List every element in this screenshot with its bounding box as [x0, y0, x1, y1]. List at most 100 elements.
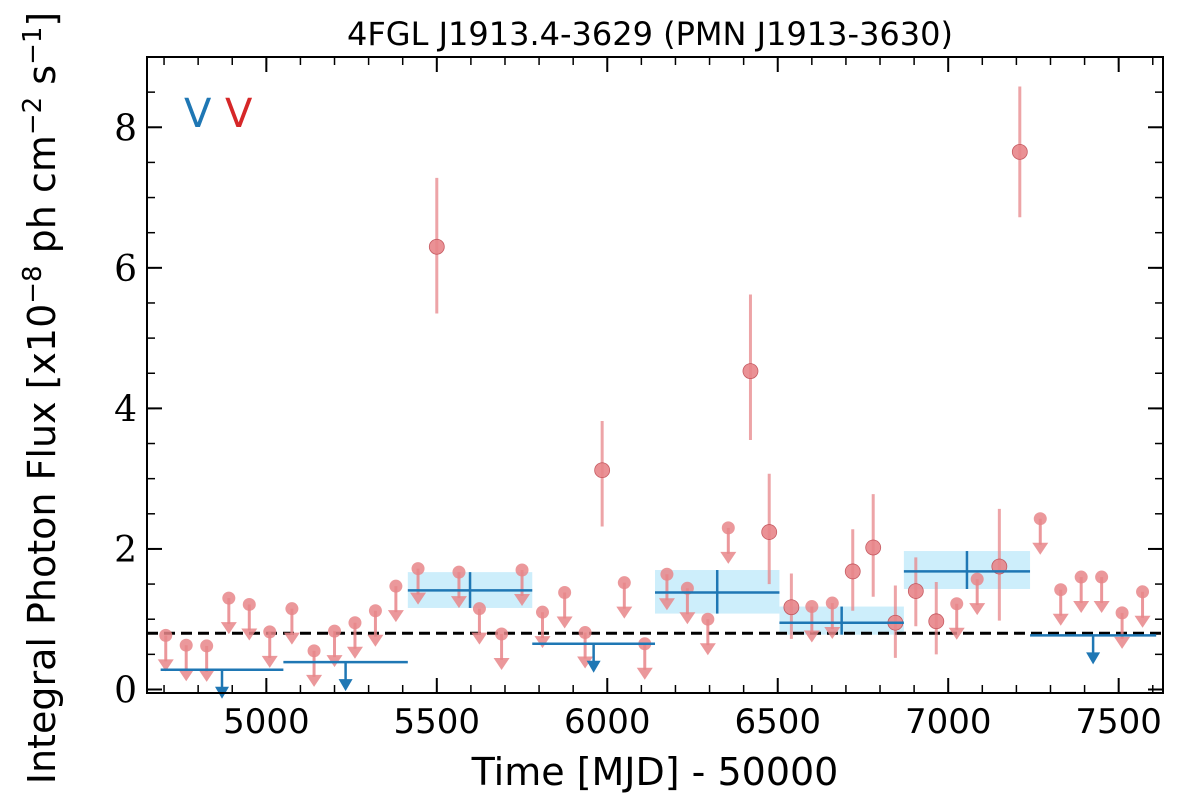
upper-limit-arrow: [493, 657, 510, 670]
data-point: [742, 363, 759, 380]
x-tick-label: 6500: [734, 702, 821, 742]
upper-limit-arrow: [803, 630, 820, 643]
y-axis-label-exp2: −2: [18, 97, 48, 135]
binned-upper-limit-arrow: [1086, 652, 1101, 665]
upper-limit-arrow: [471, 632, 488, 645]
upper-limit-point: [242, 597, 256, 611]
upper-limit-point: [950, 597, 964, 611]
upper-limit-arrow: [948, 627, 965, 640]
upper-limit-point: [159, 628, 173, 642]
legend-letter-blue: V: [184, 91, 212, 137]
upper-limit-point: [472, 602, 486, 616]
upper-limit-point: [1095, 570, 1109, 584]
upper-limit-arrow: [658, 598, 675, 611]
upper-limit-point: [263, 625, 277, 639]
upper-limit-arrow: [679, 612, 696, 625]
upper-limit-arrow: [556, 616, 573, 629]
y-axis-label-end: ]: [20, 12, 64, 27]
marks-layer: [157, 86, 1157, 699]
upper-limit-point: [578, 626, 592, 640]
upper-limit-point: [617, 576, 631, 590]
upper-limit-arrow: [577, 656, 594, 669]
upper-limit-point: [328, 624, 342, 638]
x-tick-label: 7500: [1075, 702, 1162, 742]
data-point: [428, 238, 445, 255]
upper-limit-point: [368, 604, 382, 618]
upper-limit-arrow: [699, 643, 716, 656]
upper-limit-arrow: [261, 655, 278, 668]
upper-limit-arrow: [410, 592, 427, 605]
upper-limit-arrow: [198, 669, 215, 682]
ticks-layer: 5000 5500 6000 6500 7000 7500 0 2 4 6 8: [114, 56, 1163, 742]
y-axis-label: Integral Photon Flux [x10−8 ph cm−2 s−1]: [18, 12, 64, 785]
axes-frame: [146, 56, 1164, 694]
x-tick-label: 7000: [905, 702, 992, 742]
upper-limit-arrow: [220, 622, 237, 635]
upper-limit-arrow: [1093, 601, 1110, 614]
upper-limit-point: [222, 591, 236, 605]
upper-limit-point: [200, 639, 214, 653]
upper-limit-arrow: [178, 669, 195, 682]
upper-limit-arrow: [514, 594, 531, 607]
upper-limit-arrow: [534, 636, 551, 649]
upper-limit-point: [721, 521, 735, 535]
upper-limit-point: [285, 602, 299, 616]
upper-limit-arrow: [720, 551, 737, 564]
x-tick-label: 5500: [394, 702, 481, 742]
upper-limit-arrow: [1134, 615, 1151, 628]
upper-limit-point: [660, 567, 674, 581]
data-point: [783, 599, 800, 616]
upper-limit-point: [970, 572, 984, 586]
data-point: [928, 613, 945, 630]
upper-limit-point: [179, 638, 193, 652]
legend-letter-red: V: [225, 91, 253, 137]
data-point: [865, 539, 882, 556]
y-tick-label: 6: [114, 249, 137, 290]
upper-limit-arrow: [1052, 613, 1069, 626]
upper-limit-arrow: [636, 667, 653, 680]
data-point: [761, 524, 778, 540]
x-tick-label: 5000: [223, 702, 310, 742]
upper-limit-point: [1115, 606, 1129, 620]
upper-limit-point: [452, 565, 466, 579]
upper-limit-arrow: [367, 634, 384, 647]
upper-limit-point: [825, 596, 839, 610]
upper-limit-point: [1054, 583, 1068, 597]
plot-frame: [146, 56, 1164, 694]
upper-limit-arrow: [450, 596, 467, 609]
chart-title: 4FGL J1913.4-3629 (PMN J1913-3630): [347, 15, 953, 53]
upper-limit-point: [558, 586, 572, 600]
upper-limit-point: [411, 562, 425, 576]
upper-limit-point: [535, 605, 549, 619]
upper-limit-arrow: [1114, 636, 1131, 649]
upper-limit-arrow: [346, 646, 363, 659]
upper-limit-arrow: [387, 610, 404, 623]
upper-limit-arrow: [283, 632, 300, 645]
data-point: [1011, 143, 1028, 160]
upper-limit-point: [1033, 512, 1047, 526]
upper-limit-point: [389, 579, 403, 593]
upper-limit-point: [1136, 585, 1150, 599]
y-tick-label: 8: [114, 108, 137, 149]
upper-limit-arrow: [241, 628, 258, 641]
upper-limit-point: [307, 644, 321, 658]
x-axis-label: Time [MJD] - 50000: [471, 750, 839, 794]
data-point: [844, 563, 861, 580]
upper-limit-point: [701, 612, 715, 626]
upper-limit-arrow: [306, 674, 323, 687]
y-axis-label-exp1: −8: [18, 265, 48, 303]
upper-limit-point: [1074, 570, 1088, 584]
y-tick-label: 2: [114, 530, 137, 571]
legend-letters: V V: [184, 91, 253, 137]
upper-limit-arrow: [157, 659, 174, 672]
upper-limit-point: [805, 600, 819, 614]
y-tick-label: 0: [114, 670, 137, 711]
upper-limit-arrow: [1073, 601, 1090, 614]
binned-upper-limit-arrow: [586, 660, 601, 673]
y-axis-label-mid: ph cm: [20, 135, 64, 265]
binned-upper-limit-arrow: [338, 679, 353, 692]
upper-limit-arrow: [616, 606, 633, 619]
y-axis-label-mid2: s: [20, 65, 64, 97]
